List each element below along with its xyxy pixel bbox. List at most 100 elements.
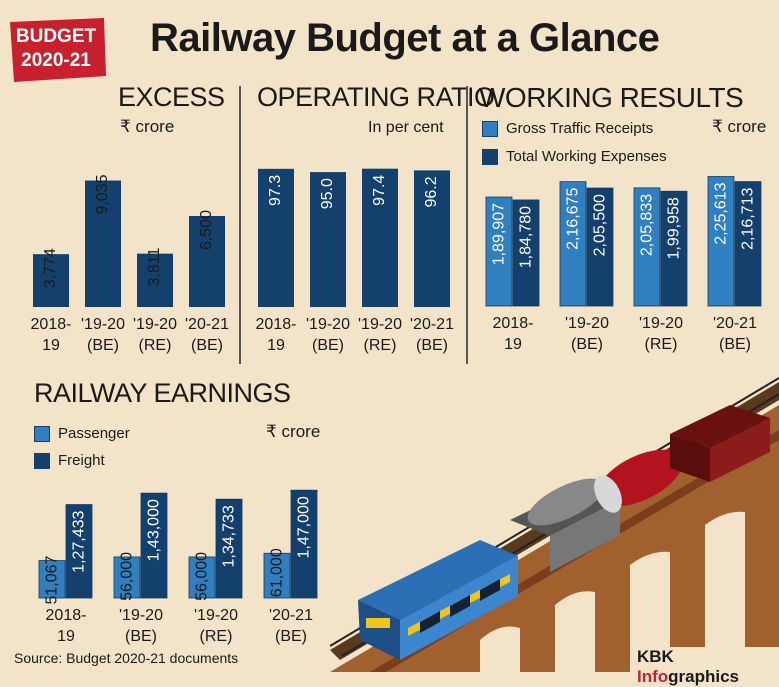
operating-ratio-tick-0-0: 2018- — [256, 316, 297, 333]
railway-earnings-bar-0-3 — [263, 552, 291, 599]
working-results-bar-0-0 — [485, 196, 513, 307]
excess-tick-1-1: (BE) — [87, 337, 119, 354]
operating-ratio-bar-2 — [362, 168, 398, 307]
brand-part-1: KBK — [637, 647, 674, 666]
operating-ratio-bar-3 — [414, 170, 450, 307]
railway-earnings-tick-1-0: '19-20 — [119, 607, 163, 624]
badge-line-1: BUDGET — [15, 26, 97, 47]
operating-ratio-tick-0-1: 19 — [267, 337, 285, 354]
excess-tick-3-1: (BE) — [191, 337, 223, 354]
railway-earnings-tick-2-1: (RE) — [200, 628, 233, 645]
locomotive — [358, 540, 518, 660]
operating-ratio-tick-1-0: '19-20 — [306, 316, 350, 333]
excess-value-2: 3,811 — [146, 248, 163, 287]
legend-swatch-expenses — [482, 148, 498, 165]
legend-freight: Freight — [34, 452, 105, 469]
budget-badge: BUDGET 2020-21 — [6, 18, 106, 82]
railway-earnings-tick-0-1: 19 — [57, 628, 75, 645]
railway-earnings-tick-2-0: '19-20 — [194, 607, 238, 624]
legend-label-freight: Freight — [58, 452, 105, 469]
working-results-value-0-0: 1,89,907 — [491, 203, 508, 265]
working-results-tick-2-1: (RE) — [645, 336, 678, 353]
railway-earnings-value-1-1: 1,43,000 — [146, 499, 163, 561]
excess-tick-2-1: (RE) — [139, 337, 172, 354]
excess-tick-1-0: '19-20 — [81, 316, 125, 333]
excess-value-1: 9,035 — [94, 174, 111, 214]
working-results-tick-3-1: (BE) — [719, 336, 751, 353]
working-results-value-1-3: 2,16,713 — [740, 188, 757, 250]
hopper-wagon — [510, 478, 620, 572]
viaduct-arches — [480, 511, 745, 672]
operating-ratio-value-0: 97.3 — [267, 175, 284, 206]
legend-swatch-passenger — [34, 425, 50, 442]
railway-earnings-tick-3-0: '20-21 — [269, 607, 313, 624]
operating-ratio-tick-2-0: '19-20 — [358, 316, 402, 333]
tanker-wagon — [594, 449, 683, 513]
working-results-value-1-1: 2,05,500 — [592, 194, 609, 256]
box-wagon — [670, 405, 770, 482]
page-title: Railway Budget at a Glance — [150, 16, 660, 60]
railway-earnings-value-0-2: 56,000 — [194, 552, 211, 601]
excess-bar-1 — [85, 180, 121, 307]
working-results-bar-0-3 — [707, 176, 735, 307]
railway-earnings-value-1-3: 1,47,000 — [296, 496, 313, 558]
excess-value-3: 6,500 — [198, 210, 215, 250]
working-results-tick-0-0: 2018- — [493, 315, 534, 332]
working-results-tick-2-0: '19-20 — [639, 315, 683, 332]
working-results-bar-1-0 — [512, 199, 540, 307]
railway-earnings-unit: ₹ crore — [266, 422, 321, 441]
working-results-tick-3-0: '20-21 — [713, 315, 757, 332]
working-results-bar-1-3 — [734, 181, 762, 307]
operating-ratio-tick-2-1: (RE) — [364, 337, 397, 354]
railway-earnings-title: RAILWAY EARNINGS — [34, 378, 291, 408]
working-results-value-0-2: 2,05,833 — [639, 194, 656, 256]
railway-earnings-tick-3-1: (BE) — [275, 628, 307, 645]
legend-label-gross: Gross Traffic Receipts — [506, 120, 654, 137]
working-results-unit: ₹ crore — [712, 117, 767, 136]
operating-ratio-tick-3-1: (BE) — [416, 337, 448, 354]
working-results-value-1-0: 1,84,780 — [518, 206, 535, 268]
working-results-value-0-1: 2,16,675 — [565, 188, 582, 250]
source-note: Source: Budget 2020-21 documents — [14, 650, 239, 666]
working-results-tick-1-1: (BE) — [571, 336, 603, 353]
operating-ratio-bar-1 — [310, 172, 346, 307]
legend-gross-traffic-receipts: Gross Traffic Receipts — [482, 120, 653, 137]
working-results-bar-1-2 — [660, 190, 688, 307]
excess-bar-3 — [189, 216, 225, 307]
excess-tick-3-0: '20-21 — [185, 316, 229, 333]
divider-2 — [466, 86, 468, 364]
working-results-bar-0-2 — [633, 187, 661, 307]
excess-chart: 3,774 9,035 3,811 6,500 2018- 19 '19-20 (BE) '19… — [31, 168, 762, 645]
working-results-bar-0-1 — [559, 181, 587, 307]
legend-swatch-gross — [482, 120, 498, 137]
working-results-bar-1-1 — [586, 187, 614, 307]
operating-ratio-title: OPERATING RATIO — [257, 82, 495, 112]
badge-shape — [10, 18, 106, 82]
operating-ratio-tick-3-0: '20-21 — [410, 316, 454, 333]
railway-earnings-value-0-1: 56,000 — [119, 552, 136, 601]
railway-earnings-bar-1-2 — [215, 498, 243, 599]
excess-unit: ₹ crore — [120, 117, 175, 136]
railway-earnings-bar-0-2 — [188, 556, 216, 599]
railway-earnings-bar-1-1 — [140, 492, 168, 599]
legend-total-working-expenses: Total Working Expenses — [482, 148, 667, 165]
operating-ratio-value-1: 95.0 — [319, 178, 336, 209]
excess-tick-2-0: '19-20 — [133, 316, 177, 333]
railway-earnings-bar-0-1 — [113, 556, 141, 599]
railway-earnings-value-1-0: 1,27,433 — [71, 510, 88, 572]
legend-label-passenger: Passenger — [58, 425, 130, 442]
legend-passenger: Passenger — [34, 425, 130, 442]
operating-ratio-unit: In per cent — [368, 119, 444, 136]
railway-earnings-tick-1-1: (BE) — [125, 628, 157, 645]
legend-swatch-freight — [34, 452, 50, 469]
railway-earnings-value-1-2: 1,34,733 — [221, 505, 238, 567]
working-results-title: WORKING RESULTS — [479, 82, 744, 113]
working-results-value-0-3: 2,25,613 — [713, 182, 730, 244]
badge-line-2: 2020-21 — [21, 50, 91, 71]
railway-earnings-bar-0-0 — [38, 560, 66, 599]
railway-earnings-bar-1-3 — [290, 489, 318, 599]
brand-part-3: graphics — [668, 667, 740, 686]
operating-ratio-value-3: 96.2 — [423, 176, 440, 207]
excess-tick-0-0: 2018- — [31, 316, 72, 333]
excess-value-0: 3,774 — [42, 248, 59, 288]
